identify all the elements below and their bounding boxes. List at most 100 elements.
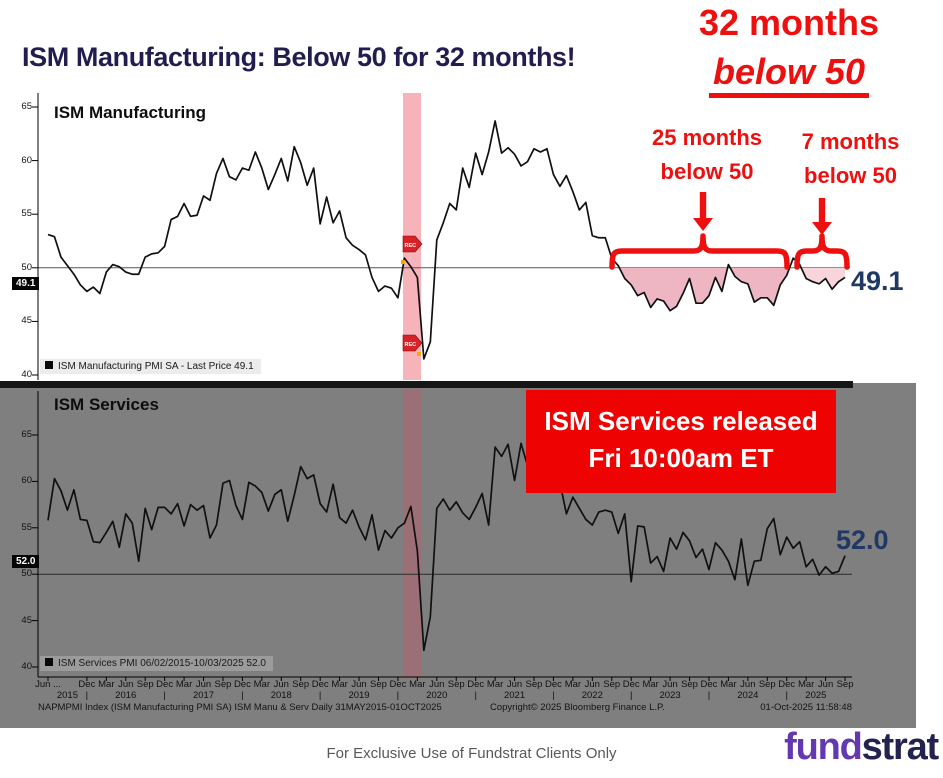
year-separator: | xyxy=(163,690,166,701)
x-tick-label: Jun xyxy=(662,679,678,690)
y-tick-label: 40 xyxy=(21,369,32,380)
y-tick-label: 45 xyxy=(21,614,32,626)
x-tick-label: Mar xyxy=(564,679,582,690)
x-tick-label: Sep xyxy=(681,679,698,690)
x-tick-label: Sep xyxy=(214,679,232,690)
manufacturing-last-price-axis-badge: 49.1 xyxy=(12,277,40,290)
y-tick-label: 50 xyxy=(21,568,32,580)
svg-text:REC: REC xyxy=(405,243,417,249)
callout-25-months: 25 months below 50 xyxy=(628,121,786,189)
callout-right-line1: 7 months xyxy=(801,129,900,154)
x-tick-label: Mar xyxy=(642,679,659,690)
legend-swatch-icon xyxy=(45,658,53,666)
x-tick-label: Mar xyxy=(175,679,193,690)
year-label: 2015 xyxy=(56,690,79,701)
year-label: 2025 xyxy=(805,690,827,701)
footer-disclaimer: For Exclusive Use of Fundstrat Clients O… xyxy=(326,745,617,762)
legend-swatch-icon xyxy=(45,361,53,369)
x-tick-label: Dec xyxy=(700,679,718,690)
release-box-line2: Fri 10:00am ET xyxy=(588,443,774,473)
year-label: 2024 xyxy=(737,690,759,701)
manufacturing-panel-title: ISM Manufacturing xyxy=(54,103,207,122)
x-tick-label: Sep xyxy=(292,679,310,690)
y-tick-label: 65 xyxy=(21,429,32,440)
x-tick-label: Mar xyxy=(720,679,737,690)
headline-32-months: 32 months below 50 xyxy=(656,0,922,98)
x-tick-label: Sep xyxy=(758,679,776,690)
year-separator: | xyxy=(474,690,477,701)
year-separator: | xyxy=(785,690,788,701)
rec-point-dot xyxy=(417,352,421,356)
year-label: 2023 xyxy=(659,690,681,701)
y-tick-label: 60 xyxy=(21,154,32,166)
x-tick-label: Jun xyxy=(195,679,212,690)
y-tick-label: 50 xyxy=(21,261,32,273)
rec-marker-icon: REC xyxy=(402,334,423,352)
brace-25-months xyxy=(609,233,790,270)
x-tick-label: Dec xyxy=(544,679,562,690)
year-label: 2018 xyxy=(270,690,292,701)
x-tick-label: Jun xyxy=(740,679,756,690)
x-tick-label: Dec xyxy=(622,679,640,690)
year-separator: | xyxy=(707,690,711,701)
manufacturing-last-price-label: 49.1 xyxy=(851,266,904,296)
page-title: ISM Manufacturing: Below 50 for 32 month… xyxy=(22,42,576,72)
y-tick-label: 40 xyxy=(21,661,32,672)
x-tick-label: Sep xyxy=(603,679,621,690)
year-label: 2017 xyxy=(192,690,215,701)
x-tick-label: Mar xyxy=(331,679,348,690)
headline-line1: 32 months xyxy=(698,2,880,43)
year-separator: | xyxy=(629,690,633,701)
callout-left-line2: below 50 xyxy=(660,159,754,184)
manufacturing-line-series xyxy=(47,120,846,360)
x-tick-label: Sep xyxy=(525,679,543,690)
down-arrow-25-months-shaft xyxy=(699,192,707,218)
year-label: 2021 xyxy=(503,690,526,701)
x-tick-label: Jun ... xyxy=(35,679,61,690)
recession-band-bottom xyxy=(403,389,421,677)
x-tick-label: Sep xyxy=(836,679,854,690)
down-arrow-7-months-shaft xyxy=(818,198,826,222)
y-tick-label: 55 xyxy=(21,521,32,533)
x-tick-label: Jun xyxy=(817,679,834,690)
x-tick-label: Jun xyxy=(429,679,445,690)
year-separator: | xyxy=(85,690,89,701)
x-tick-label: Jun xyxy=(118,679,134,690)
x-tick-label: Dec xyxy=(389,679,407,690)
x-tick-label: Jun xyxy=(273,679,289,690)
x-tick-label: Dec xyxy=(78,679,96,690)
services-last-price-label: 52.0 xyxy=(836,525,889,555)
year-separator: | xyxy=(552,690,555,701)
year-separator: | xyxy=(396,690,400,701)
year-label: 2022 xyxy=(581,690,603,701)
y-tick-label: 55 xyxy=(21,208,32,220)
x-tick-label: Sep xyxy=(136,679,154,690)
rec-marker-icon: REC xyxy=(402,235,423,253)
services-panel-title: ISM Services xyxy=(54,395,159,414)
fundstrat-logo: fundstrat xyxy=(784,726,940,769)
manufacturing-legend: ISM Manufacturing PMI SA - Last Price 49… xyxy=(40,359,261,374)
logo-part-strat: strat xyxy=(861,726,940,768)
x-tick-label: Dec xyxy=(156,679,174,690)
services-last-price-axis-badge: 52.0 xyxy=(12,555,40,568)
callout-7-months: 7 months below 50 xyxy=(778,125,923,193)
headline-line2-underlined: below 50 xyxy=(708,52,870,98)
bloomberg-copyright-text: Copyright© 2025 Bloomberg Finance L.P. xyxy=(490,702,665,713)
panel-divider xyxy=(0,381,853,388)
x-tick-label: Dec xyxy=(467,679,485,690)
x-tick-label: Mar xyxy=(253,679,271,690)
x-tick-label: Dec xyxy=(311,679,329,690)
brace-7-months xyxy=(794,233,850,270)
y-tick-label: 65 xyxy=(21,101,32,112)
x-tick-label: Mar xyxy=(797,679,815,690)
year-separator: | xyxy=(241,690,244,701)
logo-part-fund: fund xyxy=(784,726,863,768)
down-arrow-7-months-head xyxy=(812,222,832,235)
x-tick-label: Jun xyxy=(351,679,367,690)
y-tick-label: 60 xyxy=(21,475,32,487)
year-label: 2020 xyxy=(426,690,448,701)
x-tick-label: Sep xyxy=(447,679,465,690)
rec-point-dot xyxy=(401,260,405,264)
x-tick-label: Dec xyxy=(778,679,796,690)
